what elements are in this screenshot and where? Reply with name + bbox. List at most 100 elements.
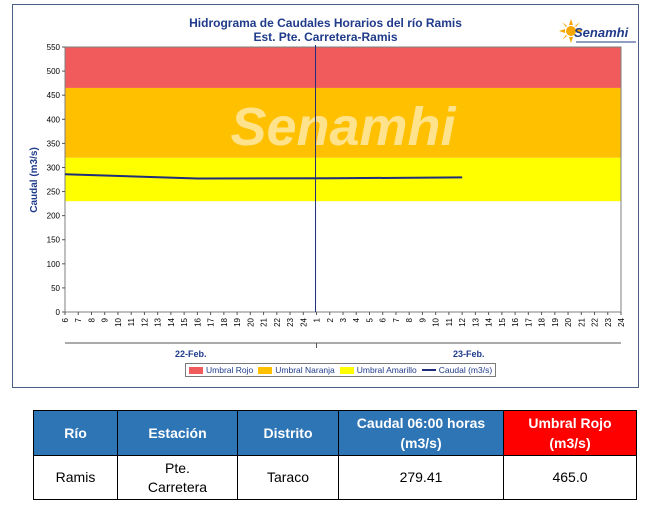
x-tick-label-39: 21 bbox=[577, 317, 586, 326]
x-tick-label-10: 16 bbox=[193, 317, 202, 326]
chart-frame: Hidrograma de Caudales Horarios del río … bbox=[12, 4, 639, 388]
y-tick-label-200: 200 bbox=[47, 212, 61, 221]
x-tick-label-23: 5 bbox=[365, 317, 374, 322]
summary-table: Río Estación Distrito Caudal 06:00 horas… bbox=[33, 410, 637, 500]
day-label-1: 23-Feb. bbox=[453, 349, 485, 359]
x-tick-label-7: 13 bbox=[154, 317, 163, 326]
x-tick-label-0: 6 bbox=[61, 317, 70, 322]
y-tick-label-450: 450 bbox=[47, 91, 61, 100]
x-tick-label-34: 16 bbox=[511, 317, 520, 326]
header-umbral-line2: (m3/s) bbox=[549, 435, 591, 451]
legend-item-amarillo: Umbral Amarillo bbox=[339, 365, 417, 375]
watermark: Senamhi bbox=[230, 97, 456, 157]
x-tick-label-11: 17 bbox=[207, 317, 216, 326]
y-tick-label-250: 250 bbox=[47, 188, 61, 197]
sun-icon bbox=[559, 19, 583, 43]
x-tick-label-1: 7 bbox=[74, 317, 83, 322]
logo-text: Senamhi bbox=[574, 25, 629, 40]
cell-caudal: 279.41 bbox=[338, 455, 504, 500]
x-tick-label-21: 3 bbox=[339, 317, 348, 322]
threshold-band-2 bbox=[65, 157, 621, 202]
header-rio: Río bbox=[33, 410, 118, 456]
header-caudal: Caudal 06:00 horas (m3/s) bbox=[338, 410, 504, 456]
x-tick-label-33: 15 bbox=[498, 317, 507, 326]
y-tick-label-350: 350 bbox=[47, 139, 61, 148]
x-tick-label-26: 8 bbox=[405, 317, 414, 322]
series-line-0 bbox=[64, 173, 463, 180]
x-tick-label-25: 7 bbox=[392, 317, 401, 322]
header-caudal-line2: (m3/s) bbox=[400, 435, 442, 451]
legend-item-rojo: Umbral Rojo bbox=[189, 365, 253, 375]
x-tick-label-27: 9 bbox=[418, 317, 427, 322]
y-tick-label-150: 150 bbox=[47, 236, 61, 245]
x-tick-label-12: 18 bbox=[220, 317, 229, 326]
x-tick-label-32: 14 bbox=[485, 317, 494, 326]
x-tick-label-18: 24 bbox=[299, 317, 308, 326]
legend-swatch-caudal bbox=[421, 369, 436, 371]
legend-item-caudal: Caudal (m3/s) bbox=[421, 365, 493, 375]
x-tick-label-41: 23 bbox=[604, 317, 613, 326]
y-tick-label-550: 550 bbox=[47, 43, 61, 52]
legend-swatch-amarillo bbox=[339, 366, 354, 374]
header-caudal-line1: Caudal 06:00 horas bbox=[356, 415, 486, 431]
threshold-band-1 bbox=[65, 87, 621, 158]
cell-estacion-line1: Pte. bbox=[165, 459, 190, 476]
x-tick-label-13: 19 bbox=[233, 317, 242, 326]
y-tick-label-100: 100 bbox=[47, 260, 61, 269]
x-tick-label-5: 11 bbox=[127, 317, 136, 326]
threshold-band-0 bbox=[65, 47, 621, 88]
x-tick-label-22: 4 bbox=[352, 317, 361, 322]
x-tick-label-2: 8 bbox=[87, 317, 96, 322]
x-tick-label-3: 9 bbox=[101, 317, 110, 322]
cell-estacion: Pte. Carretera bbox=[117, 455, 238, 500]
plot-area: Senamhi 05010015020025030035040045050055… bbox=[29, 43, 626, 359]
y-tick-label-50: 50 bbox=[51, 284, 60, 293]
x-tick-label-19: 1 bbox=[313, 317, 322, 322]
x-tick-label-8: 14 bbox=[167, 317, 176, 326]
header-umbral-rojo: Umbral Rojo (m3/s) bbox=[503, 410, 637, 456]
x-tick-label-9: 15 bbox=[180, 317, 189, 326]
legend-swatch-rojo bbox=[189, 366, 203, 374]
x-tick-label-31: 13 bbox=[471, 317, 480, 326]
legend-label-caudal: Caudal (m3/s) bbox=[438, 365, 493, 375]
day-label-0: 22-Feb. bbox=[175, 349, 207, 359]
x-tick-label-4: 10 bbox=[114, 317, 123, 326]
header-estacion: Estación bbox=[117, 410, 238, 456]
y-tick-label-0: 0 bbox=[56, 308, 61, 317]
cell-estacion-line2: Carretera bbox=[147, 478, 208, 495]
legend-label-amarillo: Umbral Amarillo bbox=[356, 365, 417, 375]
x-tick-label-28: 10 bbox=[432, 317, 441, 326]
table-header-row: Río Estación Distrito Caudal 06:00 horas… bbox=[33, 410, 637, 456]
x-tick-label-15: 21 bbox=[260, 317, 269, 326]
header-umbral-line1: Umbral Rojo bbox=[528, 415, 612, 431]
x-tick-label-38: 20 bbox=[564, 317, 573, 326]
y-tick-label-500: 500 bbox=[47, 67, 61, 76]
legend-label-rojo: Umbral Rojo bbox=[206, 365, 254, 375]
x-tick-label-37: 19 bbox=[551, 317, 560, 326]
legend-item-naranja: Umbral Naranja bbox=[258, 365, 335, 375]
x-tick-label-42: 24 bbox=[617, 317, 626, 326]
senamhi-logo: Senamhi bbox=[559, 15, 639, 49]
x-tick-label-16: 22 bbox=[273, 317, 282, 326]
x-tick-label-40: 22 bbox=[591, 317, 600, 326]
x-tick-label-36: 18 bbox=[538, 317, 547, 326]
y-tick-label-300: 300 bbox=[47, 163, 61, 172]
cell-distrito: Taraco bbox=[237, 455, 339, 500]
table-row: Ramis Pte. Carretera Taraco 279.41 465.0 bbox=[33, 455, 637, 500]
legend-label-naranja: Umbral Naranja bbox=[275, 365, 335, 375]
x-tick-label-24: 6 bbox=[379, 317, 388, 322]
legend-swatch-naranja bbox=[258, 366, 273, 374]
x-tick-label-30: 12 bbox=[458, 317, 467, 326]
x-tick-label-20: 2 bbox=[326, 317, 335, 322]
y-tick-label-400: 400 bbox=[47, 115, 61, 124]
cell-umbral: 465.0 bbox=[503, 455, 637, 500]
x-tick-label-14: 20 bbox=[246, 317, 255, 326]
x-tick-label-6: 12 bbox=[140, 317, 149, 326]
chart-subtitle: Est. Pte. Carretera-Ramis bbox=[253, 30, 398, 44]
header-distrito: Distrito bbox=[237, 410, 339, 456]
x-tick-label-35: 17 bbox=[524, 317, 533, 326]
cell-rio: Ramis bbox=[33, 455, 118, 500]
x-tick-label-17: 23 bbox=[286, 317, 295, 326]
chart-legend: Umbral Rojo Umbral Naranja Umbral Amaril… bbox=[185, 363, 497, 377]
logo-underline bbox=[576, 41, 636, 43]
